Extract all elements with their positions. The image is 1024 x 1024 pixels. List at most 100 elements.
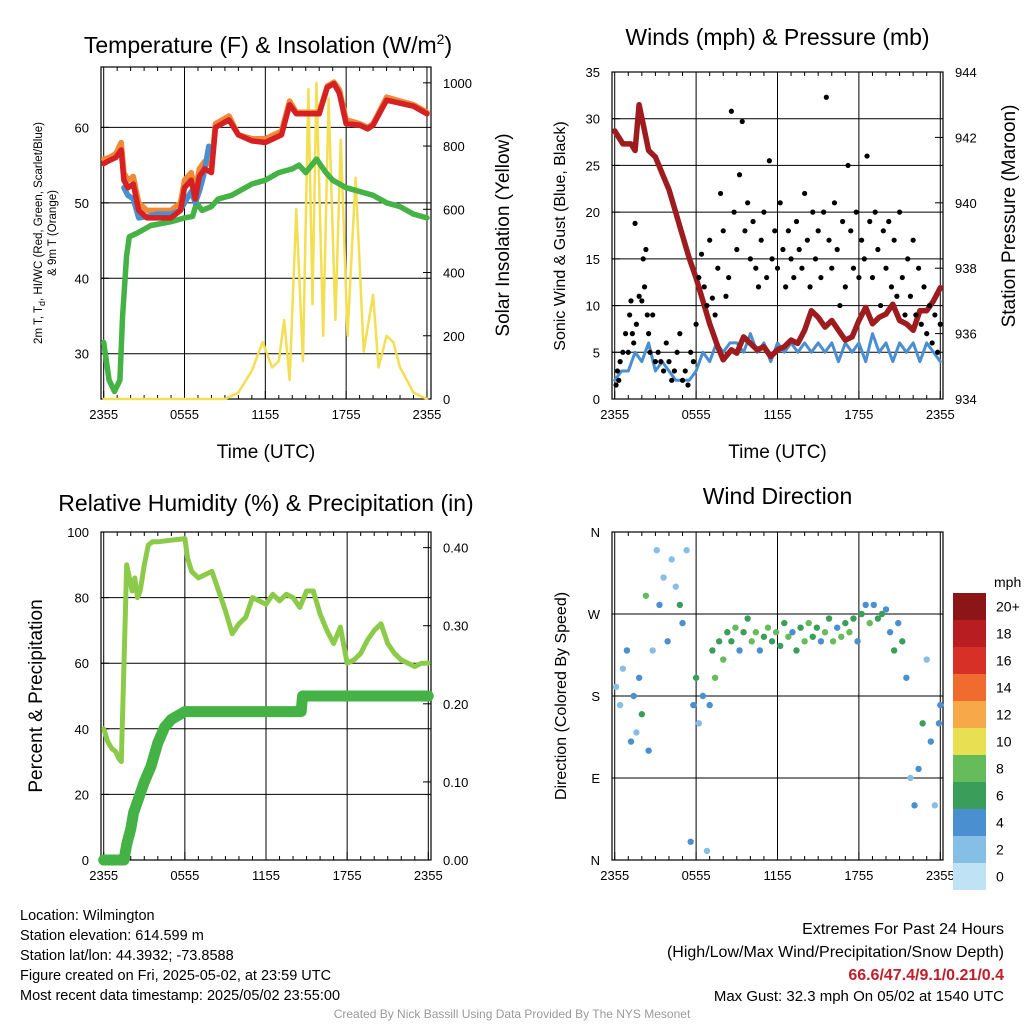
gust-point — [674, 349, 680, 355]
y-right-tick-label: 934 — [955, 392, 977, 407]
legend-label: 6 — [996, 788, 1004, 804]
y-label-part: , HI/WC (Red, Green, Scarlet/Blue) — [33, 122, 45, 301]
legend-label: 16 — [996, 653, 1012, 669]
gust-point — [643, 246, 649, 253]
gust-point — [891, 237, 897, 243]
y-tick-label: 5 — [593, 345, 600, 360]
gust-point — [802, 190, 808, 197]
gust-point — [739, 118, 745, 125]
y-tick-label: 30 — [586, 112, 600, 127]
direction-point — [619, 665, 627, 672]
gust-point — [902, 312, 908, 318]
direction-point — [638, 711, 646, 718]
gust-point — [677, 331, 683, 337]
gust-point — [880, 228, 886, 234]
gust-point — [783, 284, 789, 290]
gust-point — [669, 377, 675, 383]
direction-point — [740, 629, 747, 636]
direction-point — [890, 647, 898, 654]
y-right-tick-label: 940 — [955, 196, 977, 211]
gust-point — [886, 218, 892, 225]
gust-point — [875, 246, 881, 253]
direction-point — [907, 774, 914, 782]
series-line — [611, 101, 944, 363]
legend-label: 0 — [996, 869, 1004, 885]
direction-point — [664, 638, 671, 645]
gust-point — [932, 312, 938, 318]
y-right-tick-label: 1000 — [443, 76, 472, 91]
y-tick-label: 30 — [75, 347, 89, 362]
gust-point — [620, 349, 626, 355]
gust-point — [636, 293, 642, 299]
direction-point — [695, 720, 703, 727]
legend-swatch — [953, 728, 986, 755]
direction-point — [895, 619, 902, 627]
direction-point — [821, 629, 829, 636]
gust-point — [869, 274, 876, 281]
gust-point — [834, 246, 840, 253]
gust-point — [633, 321, 640, 327]
direction-point — [645, 747, 652, 754]
direction-point — [772, 629, 780, 636]
gust-point — [761, 209, 767, 215]
series-line — [613, 332, 942, 382]
x-tick-label: 0555 — [682, 868, 711, 883]
direction-point — [870, 601, 878, 609]
direction-point — [706, 701, 713, 709]
direction-point — [764, 624, 772, 631]
extremes-heading: Extremes For Past 24 Hours — [802, 921, 1004, 938]
legend-swatch — [953, 593, 986, 620]
x-tick-label: 2355 — [600, 407, 629, 422]
x-tick-label: 0555 — [170, 407, 199, 422]
gust-point — [899, 274, 905, 281]
direction-point — [817, 638, 825, 645]
chart-title: Relative Humidity (%) & Precipitation (i… — [58, 490, 473, 516]
direction-point — [612, 683, 620, 691]
latlon-text: Station lat/lon: 44.3932; -73.8588 — [20, 948, 234, 964]
gust-point — [647, 349, 653, 355]
x-tick-label: 2355 — [600, 868, 629, 883]
x-tick-label: 0555 — [170, 868, 199, 883]
gust-point — [861, 256, 867, 262]
direction-point — [829, 638, 837, 645]
gust-point — [717, 190, 724, 197]
gust-point — [652, 359, 659, 365]
gust-point — [704, 302, 710, 309]
gust-point — [644, 312, 650, 318]
gust-point — [629, 331, 635, 337]
x-tick-label: 0555 — [682, 407, 711, 422]
y-label-part: d — [37, 301, 47, 306]
direction-point — [623, 647, 631, 654]
direction-point — [809, 633, 816, 640]
gust-point — [829, 265, 835, 271]
x-tick-label: 1155 — [252, 868, 280, 883]
y-right-tick-label: 936 — [955, 327, 977, 342]
y-right-tick-label: 200 — [443, 329, 465, 344]
direction-point — [711, 674, 719, 681]
gust-point — [907, 293, 914, 299]
direction-point — [687, 838, 694, 845]
direction-point — [919, 720, 926, 727]
direction-point — [699, 692, 707, 700]
gust-point — [848, 228, 854, 234]
series-line — [102, 81, 429, 401]
gust-point — [655, 349, 661, 355]
legend-label: 10 — [996, 734, 1012, 750]
direction-point — [616, 701, 624, 709]
gust-point — [918, 321, 924, 327]
direction-point — [732, 624, 739, 631]
title-superscript: 2 — [437, 31, 445, 47]
x-tick-label: 2355 — [926, 868, 955, 883]
legend-label: 8 — [996, 761, 1004, 777]
gust-point — [850, 265, 857, 271]
direction-point — [878, 610, 886, 618]
direction-point — [656, 601, 663, 609]
y-tick-label: S — [591, 689, 600, 704]
gust-point — [698, 251, 705, 257]
y-right-tick-label: 938 — [955, 261, 977, 276]
gust-point — [628, 298, 634, 304]
x-tick-label: 1755 — [844, 868, 873, 883]
gust-point — [772, 228, 778, 234]
humidity-panel: 2355 0555 1155 1755 23550204060801000.000.10… — [26, 490, 474, 883]
y-axis-label-2: & 9m T (Orange) — [47, 190, 59, 276]
